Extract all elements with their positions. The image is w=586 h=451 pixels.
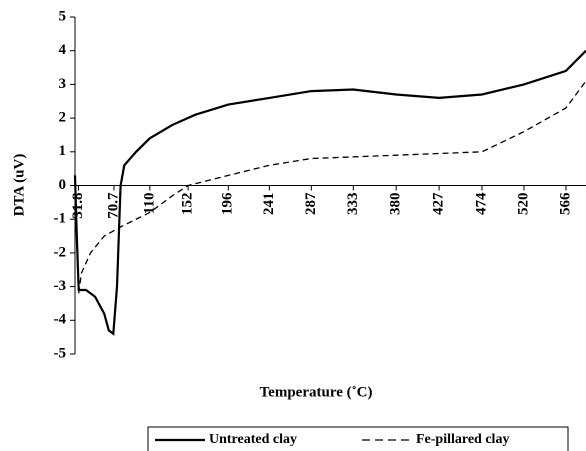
x-tick-label: 241 (261, 193, 277, 216)
x-tick-label: 31.8 (70, 193, 86, 219)
y-tick-label: -2 (54, 244, 67, 260)
y-tick-label: -5 (54, 345, 67, 361)
legend-box (147, 426, 569, 451)
x-tick-label: 196 (220, 192, 236, 215)
y-axis-title: DTA (uV) (11, 154, 27, 217)
x-tick-label: 566 (557, 192, 573, 215)
x-tick-label: 427 (431, 192, 447, 215)
series-line (78, 80, 586, 294)
x-tick-label: 474 (473, 192, 489, 215)
x-axis-title: Temperature (˚C) (260, 384, 373, 400)
y-tick-label: -3 (54, 278, 67, 294)
x-tick-label: 287 (303, 192, 319, 215)
x-tick-label: 380 (388, 193, 404, 216)
y-tick-label: 5 (59, 8, 67, 24)
x-tick-label: 152 (180, 193, 196, 216)
y-tick-label: -4 (54, 312, 67, 328)
y-tick-label: 0 (59, 177, 67, 193)
series-line (73, 49, 586, 336)
y-tick-label: 4 (59, 42, 67, 58)
legend-label: Fe-pillared clay (416, 432, 509, 447)
y-tick-label: 1 (59, 143, 67, 159)
x-tick-label: 110 (141, 193, 157, 215)
y-tick-label: -1 (54, 211, 67, 227)
legend-label: Untreated clay (209, 432, 297, 447)
y-tick-label: 3 (59, 76, 67, 92)
x-tick-label: 520 (515, 193, 531, 216)
x-tick-label: 333 (345, 193, 361, 216)
x-tick-label: 70.7 (105, 192, 121, 219)
y-tick-label: 2 (59, 110, 67, 126)
